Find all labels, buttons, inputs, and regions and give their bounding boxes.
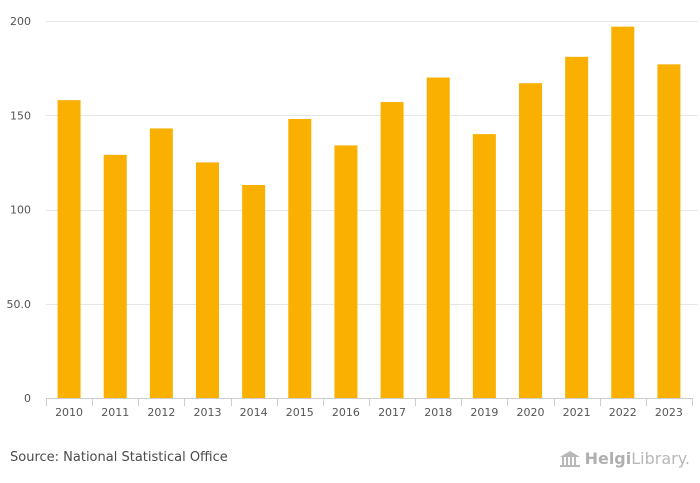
bar-2010[interactable] [57,100,81,399]
logo-brand-rest: Library. [631,449,690,468]
bar-2016[interactable] [334,145,358,398]
bar-2019[interactable] [472,134,496,398]
y-tick-label: 0 [24,392,31,405]
x-tick-label: 2018 [424,406,452,419]
library-building-icon [559,450,580,467]
y-axis-labels: 0 50.0 100 150 200 [7,15,32,405]
bar-2012[interactable] [149,128,173,398]
x-axis-labels: 2010 2011 2012 2013 2014 2015 2016 2017 2018 2019… [55,406,683,419]
x-tick-label: 2016 [332,406,360,419]
bar-2017[interactable] [380,102,404,399]
y-tick-label: 100 [10,204,31,217]
helgi-library-logo[interactable]: HelgiLibrary. [559,449,690,468]
x-tick-label: 2021 [563,406,591,419]
bar-2018[interactable] [426,77,450,399]
x-tick-label: 2012 [147,406,175,419]
bar-2023[interactable] [657,64,681,398]
x-tick-label: 2023 [655,406,683,419]
bar-2021[interactable] [565,56,589,398]
bar-2022[interactable] [611,26,635,399]
x-tick-label: 2013 [194,406,222,419]
x-tick-label: 2014 [240,406,268,419]
x-tick-label: 2010 [55,406,83,419]
source-note: Source: National Statistical Office [10,450,228,465]
bar-2015[interactable] [288,119,312,399]
logo-brand-bold: Helgi [584,449,632,468]
bar-2020[interactable] [519,83,542,398]
gridlines [46,21,698,305]
bar-2013[interactable] [196,162,219,398]
x-tick-label: 2020 [517,406,545,419]
x-tick-label: 2017 [378,406,406,419]
bars [57,26,681,399]
bar-2011[interactable] [103,154,127,398]
x-axis [46,398,693,406]
y-tick-label: 50.0 [7,298,32,311]
x-tick-label: 2011 [101,406,129,419]
x-tick-label: 2019 [470,406,498,419]
y-tick-label: 200 [10,15,31,28]
bar-2014[interactable] [242,184,266,398]
x-tick-label: 2022 [609,406,637,419]
y-tick-label: 150 [10,109,31,122]
x-tick-label: 2015 [286,406,314,419]
